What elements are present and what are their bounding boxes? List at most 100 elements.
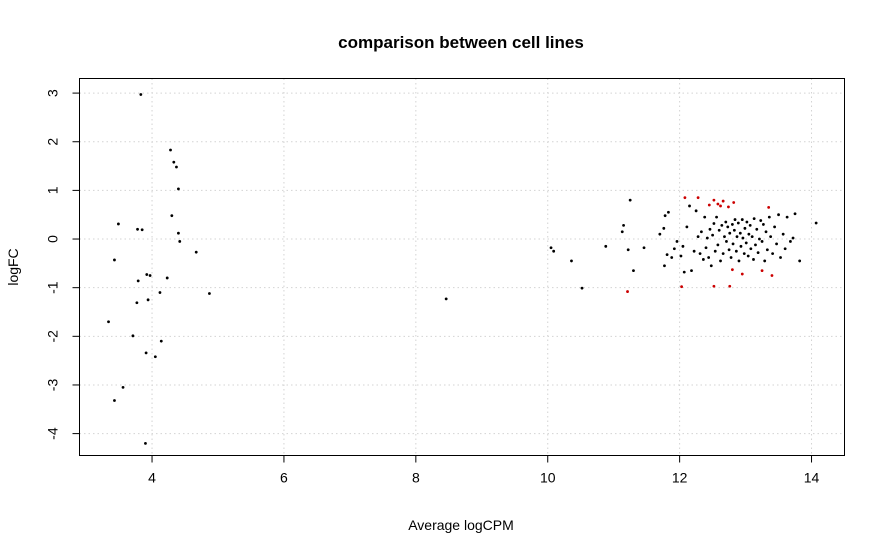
data-point xyxy=(626,248,630,252)
data-point xyxy=(777,213,780,217)
data-point xyxy=(549,246,553,250)
data-point xyxy=(688,204,691,208)
data-point xyxy=(739,244,743,248)
data-point xyxy=(711,233,715,237)
data-point xyxy=(760,240,764,243)
significant-point xyxy=(730,268,734,272)
data-point xyxy=(754,243,757,247)
data-point xyxy=(732,228,736,232)
data-points xyxy=(107,93,818,445)
data-point xyxy=(699,230,703,234)
data-point xyxy=(771,252,775,256)
data-point xyxy=(721,252,725,256)
y-tick-label: -3 xyxy=(45,379,61,392)
significant-point xyxy=(716,202,720,206)
data-point xyxy=(628,198,632,202)
data-point xyxy=(733,218,737,221)
data-point xyxy=(131,334,135,338)
data-point xyxy=(767,215,771,219)
data-point xyxy=(814,221,818,225)
data-point xyxy=(717,228,721,232)
significant-point xyxy=(683,196,687,200)
data-point xyxy=(798,259,802,263)
data-point xyxy=(145,273,149,276)
significant-point xyxy=(767,206,771,209)
data-point xyxy=(681,244,685,248)
data-point xyxy=(153,355,157,359)
significant-point xyxy=(712,284,716,288)
data-point xyxy=(759,219,763,222)
data-point xyxy=(720,224,724,227)
data-point xyxy=(734,249,738,253)
data-point xyxy=(755,227,759,231)
data-point xyxy=(783,247,787,251)
significant-point xyxy=(732,201,736,204)
data-point xyxy=(736,221,740,225)
data-point xyxy=(107,320,110,324)
data-point xyxy=(725,240,728,243)
y-tick-label: 1 xyxy=(45,186,61,194)
x-tick-label: 6 xyxy=(280,470,288,486)
data-point xyxy=(139,93,143,96)
data-point xyxy=(552,249,556,253)
data-point xyxy=(742,252,746,256)
data-point xyxy=(135,301,139,305)
data-point xyxy=(773,225,776,229)
data-point xyxy=(694,209,698,213)
data-point xyxy=(769,235,773,238)
x-tick-label: 4 xyxy=(148,470,156,486)
x-axis: 4 6 8 10 12 14 xyxy=(148,455,820,486)
data-point xyxy=(763,259,767,263)
data-point xyxy=(675,240,679,243)
data-point xyxy=(781,232,785,236)
data-point xyxy=(690,269,693,273)
data-point xyxy=(740,218,744,221)
data-point xyxy=(741,236,745,240)
data-point xyxy=(735,235,739,238)
significant-point xyxy=(740,272,744,276)
significant-point xyxy=(707,203,711,207)
data-point xyxy=(749,247,753,251)
y-axis: -4 -3 -2 -1 0 1 2 3 xyxy=(45,89,80,440)
data-point xyxy=(703,215,707,219)
data-point xyxy=(642,246,646,250)
data-point xyxy=(144,351,148,355)
data-point xyxy=(117,222,120,226)
significant-point xyxy=(728,284,732,288)
significant-point xyxy=(770,274,774,277)
significant-point xyxy=(680,285,684,289)
data-point xyxy=(716,243,720,247)
data-point xyxy=(775,242,778,246)
data-point xyxy=(704,246,708,250)
data-point xyxy=(121,385,125,389)
grid-lines xyxy=(79,78,845,456)
significant-point xyxy=(696,196,700,200)
significant-point xyxy=(626,290,629,293)
data-point xyxy=(785,215,789,219)
data-point xyxy=(708,227,712,231)
significant-point xyxy=(712,198,716,202)
data-point xyxy=(756,251,760,255)
data-point xyxy=(146,298,150,302)
data-point xyxy=(791,236,795,240)
data-point xyxy=(726,225,730,229)
data-point xyxy=(715,215,718,219)
data-point xyxy=(136,227,139,231)
data-point xyxy=(604,244,608,248)
y-axis-label: logFC xyxy=(5,248,21,285)
data-point xyxy=(170,214,174,218)
data-point xyxy=(172,160,176,164)
data-point xyxy=(177,231,180,235)
data-point xyxy=(622,224,625,227)
data-point xyxy=(444,297,448,301)
data-point xyxy=(658,232,662,236)
data-point xyxy=(719,259,722,263)
data-point xyxy=(746,254,750,258)
data-point xyxy=(158,291,162,294)
data-point xyxy=(620,230,624,234)
data-point xyxy=(765,248,769,252)
data-point xyxy=(750,235,754,238)
data-point xyxy=(175,165,178,169)
y-tick-label: 3 xyxy=(45,89,61,97)
